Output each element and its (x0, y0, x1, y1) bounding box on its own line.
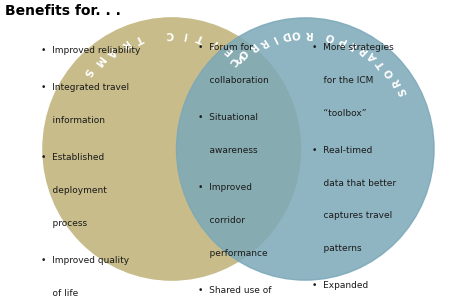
Text: T: T (195, 31, 205, 43)
Text: patterns: patterns (312, 244, 361, 253)
Text: •  Forum for: • Forum for (198, 43, 252, 52)
Text: T: T (375, 58, 387, 69)
Text: S: S (235, 52, 247, 64)
Text: “toolbox”: “toolbox” (312, 109, 366, 118)
Text: R: R (356, 43, 368, 56)
Text: •  Improved quality: • Improved quality (40, 256, 129, 265)
Text: S: S (397, 86, 408, 97)
Text: P: P (336, 34, 347, 46)
Text: •  Improved reliability: • Improved reliability (40, 46, 139, 55)
Text: C: C (226, 55, 238, 67)
Text: information: information (40, 116, 104, 125)
Text: Benefits for. . .: Benefits for. . . (5, 4, 120, 18)
Text: I: I (210, 37, 219, 47)
Text: I: I (268, 33, 277, 44)
Text: M: M (91, 54, 106, 68)
Text: process: process (40, 219, 87, 228)
Text: collaboration: collaboration (198, 76, 268, 85)
Text: E: E (346, 38, 358, 50)
Text: •  Shared use of: • Shared use of (198, 286, 271, 295)
Text: S: S (81, 66, 93, 77)
Text: O: O (235, 47, 248, 60)
Text: R: R (118, 38, 130, 50)
Text: E: E (222, 43, 234, 55)
Text: A: A (366, 50, 378, 63)
Text: A: A (104, 45, 117, 58)
Text: •  Situational: • Situational (198, 113, 258, 122)
Text: O: O (290, 29, 300, 40)
Text: •  More strategies: • More strategies (312, 43, 393, 52)
Text: deployment: deployment (40, 186, 106, 195)
Text: R: R (256, 36, 268, 49)
Text: awareness: awareness (198, 146, 257, 155)
Text: data that better: data that better (312, 179, 396, 188)
Text: •  Improved: • Improved (198, 183, 251, 192)
Text: C: C (165, 29, 173, 39)
Text: R: R (245, 41, 258, 54)
Text: •  Expanded: • Expanded (312, 281, 368, 291)
Text: O: O (383, 66, 396, 78)
Text: O: O (324, 30, 336, 43)
Text: of life: of life (40, 289, 78, 298)
Text: T: T (133, 32, 144, 45)
Text: for the ICM: for the ICM (312, 76, 373, 85)
Text: •  Established: • Established (40, 153, 104, 162)
Text: I: I (182, 29, 188, 40)
Text: •  Real-timed: • Real-timed (312, 146, 372, 155)
Ellipse shape (176, 18, 433, 280)
Text: captures travel: captures travel (312, 212, 392, 221)
Text: R: R (390, 76, 402, 87)
Text: corridor: corridor (198, 216, 245, 225)
Text: performance: performance (198, 249, 267, 258)
Text: •  Integrated travel: • Integrated travel (40, 83, 129, 92)
Ellipse shape (43, 18, 300, 280)
Text: D: D (278, 30, 289, 42)
Text: R: R (303, 29, 311, 39)
